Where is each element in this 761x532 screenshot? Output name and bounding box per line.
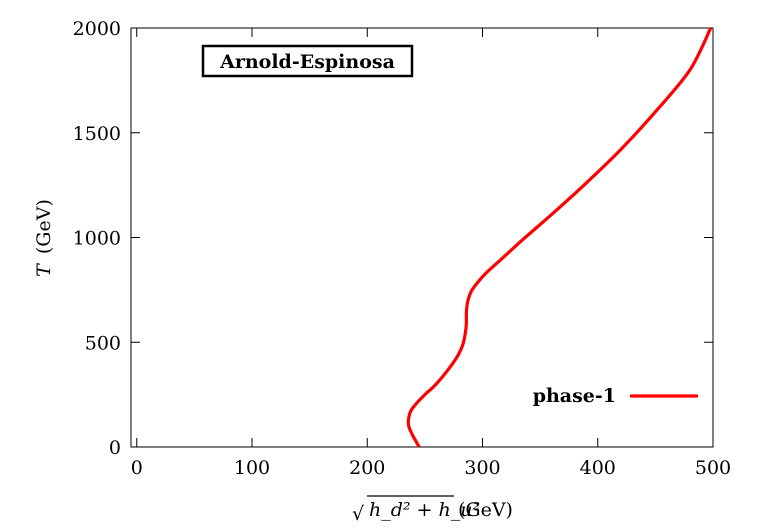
y-tick-label-2000: 2000 [73, 18, 121, 40]
legend-label: phase-1 [533, 385, 616, 407]
x-tick-label-200: 200 [349, 457, 385, 479]
x-axis-label-math: h_d² + h_u² [369, 499, 480, 521]
y-axis-label-unit: (GeV) [33, 199, 55, 254]
y-axis-label: T (GeV) [33, 199, 55, 277]
x-axis-label: √ h_d² + h_u² (GeV) [352, 495, 513, 525]
axis-tick-labels: 0 100 200 300 400 500 0 500 1000 1500 2000 [73, 18, 731, 479]
y-tick-label-1500: 1500 [73, 123, 121, 145]
x-axis-label-sqrt: √ [352, 503, 365, 525]
x-axis-label-unit: (GeV) [458, 499, 513, 521]
x-tick-label-0: 0 [131, 457, 143, 479]
legend: phase-1 [533, 385, 698, 407]
x-tick-label-300: 300 [464, 457, 500, 479]
series-line-phase-1 [406, 27, 713, 448]
annotation-frame [201, 44, 414, 78]
x-tick-label-100: 100 [234, 457, 270, 479]
plot-frame [130, 27, 714, 448]
axis-ticks [131, 27, 714, 448]
svg-text:T (GeV): T (GeV) [33, 199, 55, 277]
y-tick-label-0: 0 [109, 437, 121, 459]
y-tick-label-1000: 1000 [73, 228, 121, 250]
annotation-box: Arnold-Espinosa [201, 44, 414, 78]
x-tick-label-400: 400 [580, 457, 616, 479]
y-tick-label-500: 500 [85, 332, 121, 354]
y-axis-label-var: T [33, 263, 55, 277]
x-tick-label-500: 500 [695, 457, 731, 479]
annotation-text: Arnold-Espinosa [219, 51, 395, 73]
